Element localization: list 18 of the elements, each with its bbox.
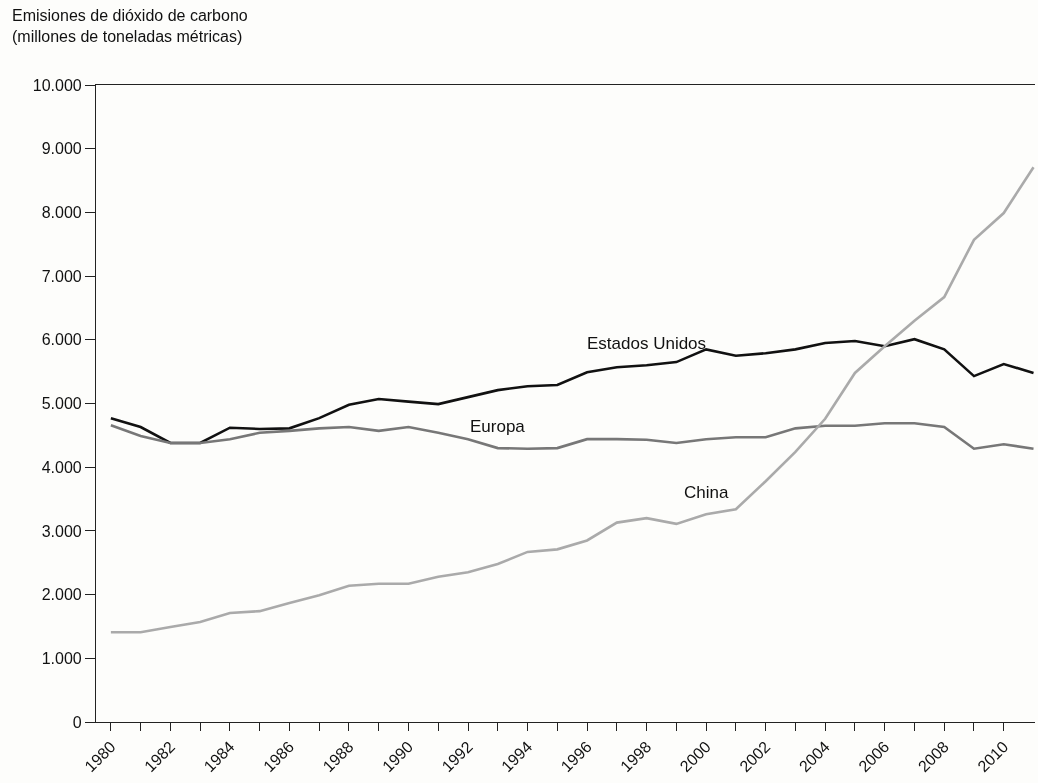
y-axis-title: Emisiones de dióxido de carbono (millones de toneladas métricas): [12, 7, 248, 45]
annotation: Estados Unidos: [587, 334, 707, 353]
y-tick-label: 9.000: [41, 140, 82, 158]
line-series: [109, 421, 1035, 451]
y-tick-label: 0: [72, 713, 82, 731]
y-tick-label: 10.000: [32, 76, 82, 94]
y-tick-label: 5.000: [41, 395, 82, 413]
y-tick-label: 1.000: [41, 649, 82, 667]
y-tick-label: 4.000: [41, 458, 82, 476]
y-tick-label: 3.000: [41, 522, 82, 540]
y-tick-label: 6.000: [41, 331, 82, 349]
y-tick-label: 2.000: [41, 586, 82, 604]
line-series: [109, 337, 1035, 445]
y-tick-label: 8.000: [41, 204, 82, 221]
y-tick-label: 7.000: [41, 267, 82, 285]
annotation: China: [684, 483, 729, 502]
line-series: [109, 165, 1035, 634]
annotation: Europa: [470, 417, 526, 436]
